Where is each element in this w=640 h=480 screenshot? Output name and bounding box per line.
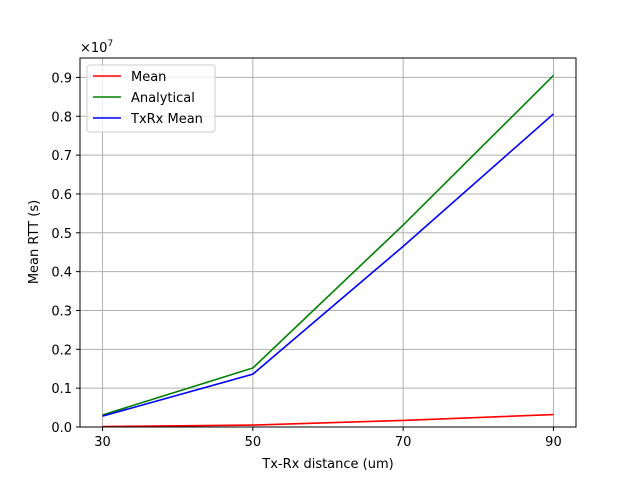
x-tick-label: 90 xyxy=(545,435,562,450)
y-tick-label: 0.5 xyxy=(51,227,72,242)
legend-label: Analytical xyxy=(131,91,195,106)
y-tick-label: 0.8 xyxy=(51,110,72,125)
legend-label: Mean xyxy=(131,70,166,85)
y-tick-label: 0.9 xyxy=(51,71,72,86)
y-axis-ticks: 0.0 0.1 0.2 0.3 0.4 0.5 0.6 0.7 0.8 0.9 xyxy=(51,71,80,436)
y-offset-label: ×107 xyxy=(80,39,113,56)
y-tick-label: 0.7 xyxy=(51,149,72,164)
x-tick-label: 30 xyxy=(94,435,111,450)
y-tick-label: 0.4 xyxy=(51,266,72,281)
y-tick-label: 0.1 xyxy=(51,382,72,397)
y-tick-label: 0.6 xyxy=(51,188,72,203)
legend-box xyxy=(86,64,216,133)
x-tick-label: 50 xyxy=(245,435,262,450)
y-offset-base: ×10 xyxy=(80,41,107,56)
y-axis-label: Mean RTT (s) xyxy=(27,200,42,284)
series-line-mean xyxy=(102,413,554,428)
y-offset-exponent: 7 xyxy=(107,39,113,49)
x-axis-label: Tx-Rx distance (um) xyxy=(261,457,393,472)
series-line-analytical xyxy=(102,74,555,416)
series-line-txrx-mean xyxy=(102,113,554,417)
y-tick-label: 0.0 xyxy=(51,421,72,436)
x-axis-ticks: 30 50 70 90 xyxy=(94,427,562,450)
y-tick-label: 0.2 xyxy=(51,343,72,358)
legend: Mean Analytical TxRx Mean xyxy=(86,64,216,133)
series-lines xyxy=(102,74,555,428)
plot-frame xyxy=(79,57,577,428)
x-tick-label: 70 xyxy=(395,435,412,450)
legend-label: TxRx Mean xyxy=(130,112,203,127)
y-tick-label: 0.3 xyxy=(51,304,72,319)
